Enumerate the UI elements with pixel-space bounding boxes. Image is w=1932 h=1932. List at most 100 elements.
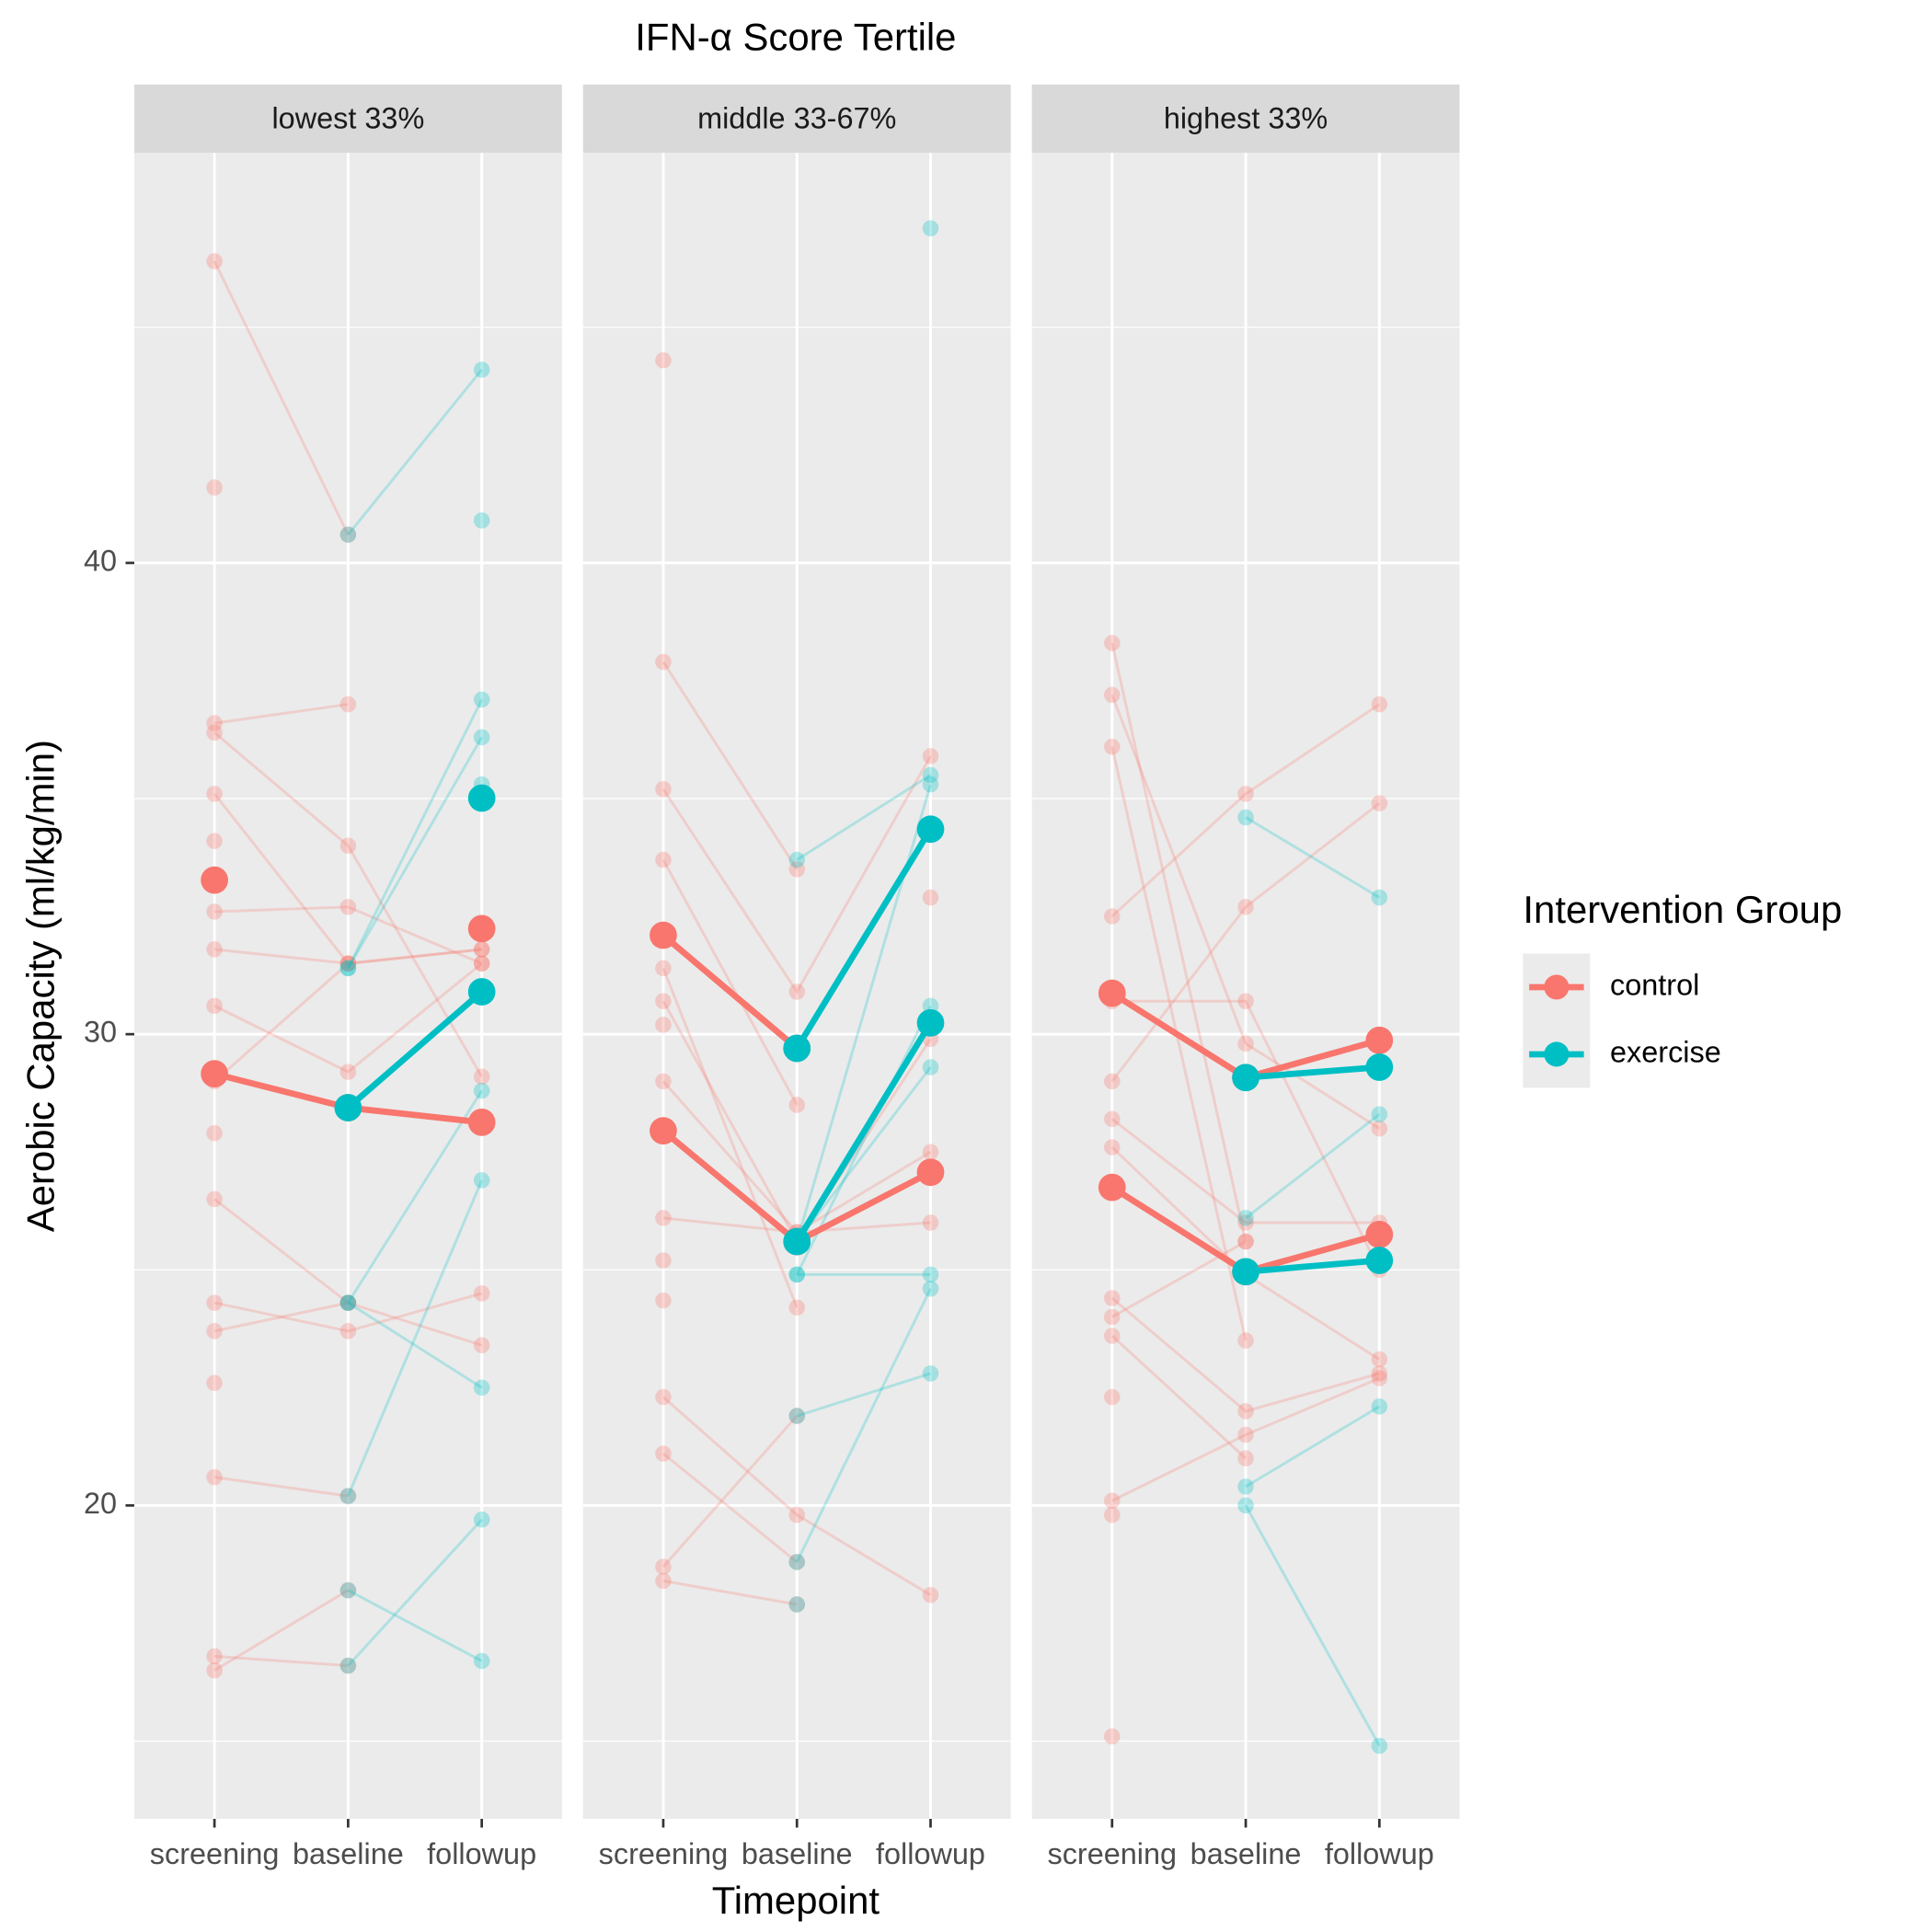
individual-point bbox=[339, 955, 357, 972]
mean-line bbox=[346, 989, 484, 1110]
individual-point bbox=[473, 955, 490, 972]
x-axis-title: Timepoint bbox=[712, 1879, 880, 1922]
individual-point bbox=[339, 1581, 357, 1599]
individual-line bbox=[213, 962, 483, 1074]
strip-label: highest 33% bbox=[1164, 102, 1328, 135]
x-tick-label: followup bbox=[427, 1837, 536, 1870]
individual-line bbox=[213, 962, 350, 1083]
individual-line bbox=[347, 368, 483, 536]
individual-line bbox=[213, 948, 482, 965]
individual-point bbox=[922, 1266, 939, 1283]
individual-point bbox=[922, 1280, 939, 1297]
individual-point bbox=[206, 1662, 223, 1679]
individual-line bbox=[796, 1372, 931, 1418]
mean-line bbox=[1245, 1064, 1380, 1081]
individual-point bbox=[1237, 1450, 1254, 1466]
legend-point bbox=[1544, 1041, 1570, 1067]
individual-point bbox=[473, 362, 490, 378]
individual-point bbox=[206, 1294, 223, 1311]
individual-point bbox=[655, 851, 672, 868]
individual-point bbox=[922, 1586, 939, 1604]
individual-point bbox=[473, 1172, 490, 1189]
chart-title: IFN-α Score Tertile bbox=[635, 15, 956, 58]
individual-point bbox=[206, 903, 223, 920]
individual-point bbox=[339, 1294, 357, 1311]
individual-point bbox=[922, 889, 939, 906]
mean-point bbox=[783, 1034, 811, 1063]
individual-point bbox=[1237, 1214, 1254, 1231]
individual-point bbox=[655, 1445, 672, 1462]
individual-point bbox=[473, 1511, 490, 1528]
individual-line bbox=[661, 755, 932, 995]
individual-point bbox=[339, 960, 357, 977]
x-tick-label: baseline bbox=[293, 1837, 404, 1870]
individual-point bbox=[1237, 786, 1254, 802]
individual-line bbox=[213, 1589, 350, 1672]
mean-point bbox=[916, 1008, 945, 1037]
individual-line bbox=[1110, 703, 1381, 918]
individual-line bbox=[661, 858, 799, 1106]
individual-point bbox=[655, 1388, 672, 1406]
individual-point bbox=[655, 1073, 672, 1090]
individual-point bbox=[1104, 1308, 1121, 1326]
strip bbox=[582, 84, 1011, 154]
individual-point bbox=[206, 1124, 223, 1142]
individual-point bbox=[655, 993, 672, 1010]
individual-point bbox=[206, 479, 223, 496]
individual-point bbox=[655, 1558, 672, 1575]
individual-point bbox=[1371, 1737, 1388, 1754]
mean-line bbox=[794, 1021, 934, 1244]
individual-point bbox=[655, 1572, 672, 1590]
individual-line bbox=[347, 1301, 483, 1389]
individual-line bbox=[213, 703, 349, 725]
y-axis-title: Aerobic Capacity (ml/kg/min) bbox=[18, 740, 62, 1232]
individual-point bbox=[1104, 635, 1121, 651]
individual-point bbox=[788, 1266, 805, 1283]
mean-line bbox=[794, 827, 934, 1051]
individual-point bbox=[922, 776, 939, 793]
individual-point bbox=[1237, 993, 1254, 1010]
individual-line bbox=[1110, 1334, 1248, 1460]
individual-line bbox=[796, 774, 932, 861]
mean-point bbox=[467, 1109, 496, 1136]
individual-point bbox=[1237, 1403, 1254, 1420]
individual-point bbox=[1104, 1506, 1121, 1524]
individual-line bbox=[213, 792, 482, 965]
individual-point bbox=[473, 955, 490, 972]
individual-point bbox=[1104, 1139, 1121, 1156]
mean-point bbox=[650, 1117, 677, 1145]
individual-point bbox=[788, 1408, 805, 1424]
individual-point bbox=[473, 1652, 490, 1670]
x-tick-label: screening bbox=[1047, 1837, 1177, 1870]
individual-point bbox=[339, 1657, 357, 1674]
individual-point bbox=[339, 526, 357, 543]
individual-point bbox=[1237, 1210, 1254, 1226]
mean-point bbox=[1098, 979, 1126, 1007]
individual-point bbox=[788, 1408, 805, 1424]
individual-point bbox=[1237, 1426, 1254, 1443]
individual-point bbox=[339, 1581, 357, 1599]
individual-point bbox=[1371, 1106, 1388, 1122]
individual-point bbox=[339, 960, 357, 977]
individual-point bbox=[922, 1144, 939, 1160]
individual-point bbox=[788, 1506, 805, 1524]
individual-point bbox=[339, 1488, 357, 1504]
x-tick-label: followup bbox=[876, 1837, 985, 1870]
individual-point bbox=[206, 1190, 223, 1208]
individual-point bbox=[1237, 1233, 1254, 1250]
individual-point bbox=[788, 983, 805, 1000]
individual-point bbox=[339, 1323, 357, 1340]
x-tick-label: baseline bbox=[742, 1837, 853, 1870]
individual-line bbox=[662, 1579, 798, 1606]
individual-point bbox=[206, 1323, 223, 1340]
individual-point bbox=[1104, 686, 1121, 704]
individual-line bbox=[1110, 694, 1381, 1130]
individual-point bbox=[655, 351, 672, 369]
individual-point bbox=[922, 1059, 939, 1075]
individual-point bbox=[788, 1596, 805, 1613]
individual-line bbox=[347, 698, 483, 970]
individual-point bbox=[1237, 899, 1254, 915]
individual-point bbox=[339, 1657, 357, 1674]
strip-label: middle 33-67% bbox=[697, 102, 896, 135]
individual-point bbox=[1104, 1388, 1121, 1406]
